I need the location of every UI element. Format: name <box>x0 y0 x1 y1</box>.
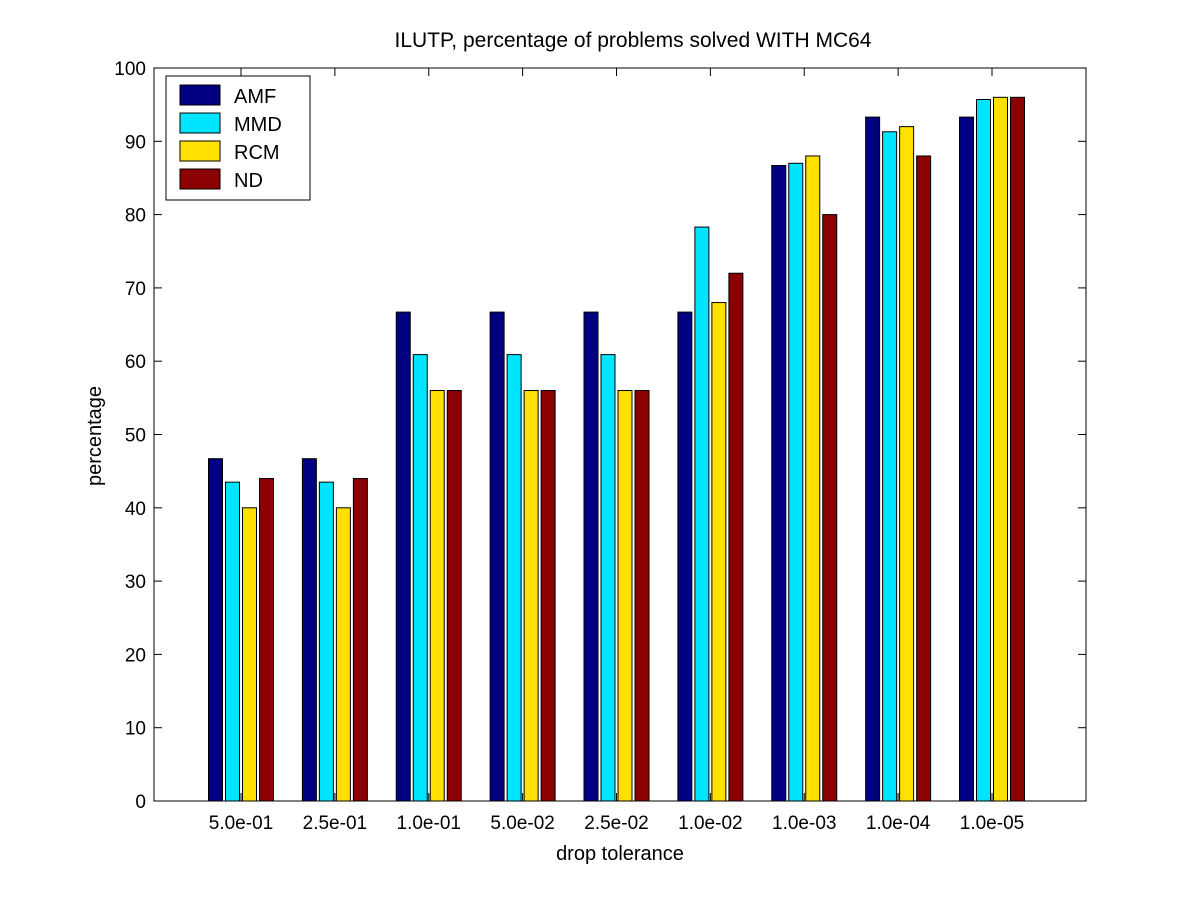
y-axis: 0 10 20 30 40 50 60 70 80 90 100 <box>114 59 1086 813</box>
x-tick-label: 1.0e-04 <box>866 813 931 834</box>
y-axis-label: percentage <box>84 386 106 486</box>
y-tick-label: 100 <box>114 59 146 80</box>
y-tick-label: 50 <box>125 426 146 447</box>
bar-mmd-5 <box>694 226 710 802</box>
x-tick-label: 1.0e-01 <box>397 813 461 834</box>
bar-nd-2 <box>446 390 462 802</box>
bar-nd-1 <box>352 477 368 802</box>
legend-label-nd: ND <box>234 170 263 192</box>
y-tick-label: 80 <box>125 206 146 227</box>
y-tick-label: 60 <box>125 352 146 373</box>
y-tick-label: 90 <box>125 132 146 153</box>
bar-rcm-3 <box>523 390 539 802</box>
bar-amf-8 <box>959 116 974 802</box>
y-tick-label: 0 <box>135 792 146 813</box>
y-tick-label: 70 <box>125 279 146 300</box>
bar-rcm-2 <box>429 390 445 802</box>
bar-mmd-0 <box>225 481 240 802</box>
x-tick-label: 5.0e-02 <box>490 813 554 834</box>
bar-amf-6 <box>771 164 787 802</box>
bar-amf-7 <box>865 116 881 802</box>
x-tick-label: 2.5e-02 <box>584 813 648 834</box>
x-tick-label: 1.0e-03 <box>772 813 836 834</box>
legend: AMF MMD RCM ND <box>165 75 311 201</box>
y-tick-label: 40 <box>125 499 146 520</box>
bar-amf-5 <box>677 311 693 802</box>
legend-swatch-nd <box>179 168 221 190</box>
bar-rcm-1 <box>335 507 351 802</box>
bar-rcm-5 <box>711 302 727 802</box>
bar-nd-6 <box>822 214 838 802</box>
y-tick-label: 10 <box>125 719 146 740</box>
legend-label-rcm: RCM <box>234 142 280 164</box>
y-tick-label: 20 <box>125 645 146 666</box>
bar-rcm-6 <box>805 155 821 802</box>
legend-swatch-rcm <box>179 140 221 162</box>
bar-mmd-6 <box>788 162 804 802</box>
x-tick-label: 5.0e-01 <box>209 813 273 834</box>
bar-amf-2 <box>395 311 411 802</box>
bars-layer <box>208 96 1025 802</box>
legend-label-mmd: MMD <box>234 114 282 136</box>
x-tick-label: 2.5e-01 <box>303 813 367 834</box>
y-tick-label: 30 <box>125 572 146 593</box>
x-tick-label: 1.0e-02 <box>678 813 742 834</box>
bar-mmd-2 <box>412 354 428 802</box>
bar-nd-0 <box>259 477 274 802</box>
bar-mmd-1 <box>318 481 334 802</box>
bar-mmd-3 <box>506 354 522 802</box>
bar-amf-0 <box>208 458 223 802</box>
bar-mmd-4 <box>600 354 616 802</box>
bar-nd-3 <box>540 390 556 802</box>
bar-rcm-7 <box>899 126 915 802</box>
legend-swatch-amf <box>179 84 221 106</box>
bar-rcm-8 <box>993 96 1008 802</box>
bar-amf-4 <box>583 311 599 802</box>
x-tick-label: 1.0e-05 <box>960 813 1024 834</box>
bar-rcm-4 <box>617 390 633 802</box>
x-axis: 5.0e-01 2.5e-01 1.0e-01 5.0e-02 2.5e-02 1.0e-… <box>209 68 1024 834</box>
bar-nd-5 <box>728 272 744 802</box>
chart-title: ILUTP, percentage of problems solved WIT… <box>395 29 872 52</box>
bar-nd-7 <box>916 155 932 802</box>
bar-amf-1 <box>301 458 317 802</box>
bar-amf-3 <box>489 311 505 802</box>
bar-nd-8 <box>1010 96 1025 802</box>
bar-mmd-8 <box>976 99 991 802</box>
legend-label-amf: AMF <box>234 86 276 108</box>
bar-mmd-7 <box>882 131 898 802</box>
bar-rcm-0 <box>242 507 257 802</box>
x-axis-label: drop tolerance <box>556 843 684 865</box>
bar-nd-4 <box>634 390 650 802</box>
legend-swatch-mmd <box>179 112 221 134</box>
